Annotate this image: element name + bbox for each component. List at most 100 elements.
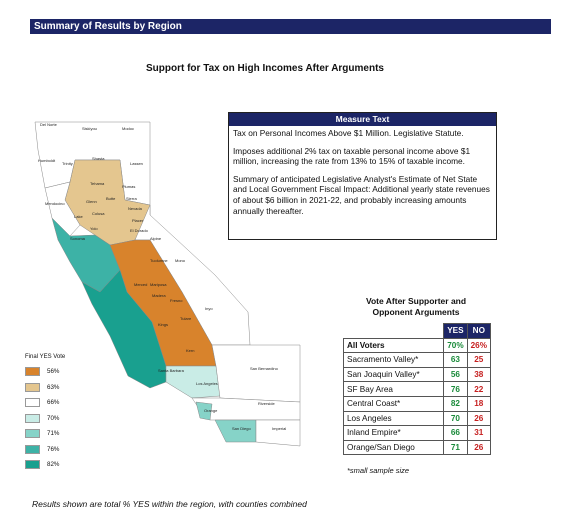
county-label: Lake bbox=[74, 214, 83, 219]
region-cell: All Voters bbox=[342, 337, 445, 354]
table-row: Inland Empire* 66 31 bbox=[342, 425, 492, 441]
yes-cell: 76 bbox=[443, 381, 468, 397]
legend-swatch bbox=[25, 398, 40, 407]
no-cell: 26 bbox=[466, 439, 492, 456]
table-row: Sacramento Valley* 63 25 bbox=[342, 352, 492, 368]
map-region bbox=[255, 419, 301, 447]
legend-label: 70% bbox=[47, 414, 60, 422]
yes-cell: 63 bbox=[443, 352, 468, 368]
county-label: Kings bbox=[158, 322, 168, 327]
table-row: SF Bay Area 76 22 bbox=[342, 381, 492, 397]
yes-cell: 82 bbox=[443, 395, 468, 412]
county-label: Mono bbox=[175, 258, 186, 263]
vote-title-line: Vote After Supporter and bbox=[365, 296, 467, 306]
table-row: Orange/San Diego 71 26 bbox=[342, 439, 492, 456]
region-cell: Los Angeles bbox=[342, 410, 445, 427]
county-label: Kern bbox=[186, 348, 194, 353]
region-cell: Sacramento Valley* bbox=[342, 352, 445, 368]
county-label: Santa Barbara bbox=[158, 368, 185, 373]
county-label: Lassen bbox=[130, 161, 143, 166]
table-row: Central Coast* 82 18 bbox=[342, 395, 492, 412]
yes-cell: 70 bbox=[443, 410, 468, 427]
vote-title: Vote After Supporter and Opponent Argumen… bbox=[340, 296, 492, 318]
county-label: Sierra bbox=[126, 196, 137, 201]
header-cell: YES bbox=[443, 323, 468, 339]
county-label: Madera bbox=[152, 293, 166, 298]
county-label: Imperial bbox=[272, 426, 286, 431]
no-cell: 26% bbox=[466, 337, 492, 354]
map-region bbox=[211, 344, 301, 403]
county-label: Butte bbox=[106, 196, 116, 201]
legend-swatch bbox=[25, 413, 40, 423]
legend-swatch bbox=[25, 382, 40, 392]
region-cell: SF Bay Area bbox=[342, 381, 445, 397]
legend-label: 76% bbox=[47, 445, 60, 453]
table-header-row: YES NO bbox=[344, 323, 492, 339]
no-cell: 38 bbox=[466, 366, 492, 383]
table-note: *small sample size bbox=[347, 466, 410, 475]
county-label: San Diego bbox=[232, 426, 251, 431]
county-label: El Dorado bbox=[130, 228, 149, 233]
legend-label: 82% bbox=[47, 461, 60, 468]
county-label: Glenn bbox=[86, 199, 97, 204]
county-label: Shasta bbox=[92, 156, 105, 161]
yes-cell: 71 bbox=[443, 439, 468, 456]
map-region bbox=[195, 401, 213, 421]
county-label: Humboldt bbox=[38, 158, 56, 163]
county-label: Orange bbox=[204, 408, 218, 413]
county-label: Del Norte bbox=[40, 122, 58, 127]
county-label: Tulare bbox=[180, 316, 192, 321]
county-label: Tuolumne bbox=[150, 258, 168, 263]
table-row: San Joaquin Valley* 56 38 bbox=[342, 366, 492, 383]
county-label: Merced bbox=[134, 282, 147, 287]
measure-heading: Measure Text bbox=[229, 113, 496, 126]
region-cell: Orange/San Diego bbox=[342, 439, 445, 456]
county-label: Sonoma bbox=[70, 236, 86, 241]
yes-cell: 56 bbox=[443, 366, 468, 383]
county-label: Modoc bbox=[122, 126, 134, 131]
legend-swatch bbox=[25, 444, 40, 454]
vote-table: YES NO All Voters 70% 26% Sacramento Valley* 6… bbox=[342, 323, 492, 456]
county-label: Placer bbox=[132, 218, 144, 223]
county-label: Yolo bbox=[90, 226, 98, 231]
legend-label: 56% bbox=[47, 368, 60, 375]
header-cell: NO bbox=[466, 323, 492, 339]
page-title: Support for Tax on High Incomes After Ar… bbox=[146, 63, 384, 74]
region-cell: Central Coast* bbox=[342, 395, 445, 412]
county-label: Colusa bbox=[92, 211, 105, 216]
county-label: Trinity bbox=[62, 161, 73, 166]
county-label: Riverside bbox=[258, 401, 275, 406]
measure-box: Measure Text Tax on Personal Incomes Abo… bbox=[228, 112, 497, 240]
map: Del Norte Siskiyou Modoc Humboldt Trinity Sha… bbox=[34, 121, 301, 447]
table-row: Los Angeles 70 26 bbox=[342, 410, 492, 427]
table-row: All Voters 70% 26% bbox=[342, 337, 492, 354]
county-label: Mendocino bbox=[45, 201, 65, 206]
legend-swatch bbox=[25, 429, 40, 438]
county-label: San Bernardino bbox=[250, 366, 279, 371]
legend-label: 71% bbox=[47, 430, 60, 437]
map-region bbox=[165, 365, 221, 399]
county-label: Plumas bbox=[122, 184, 135, 189]
legend-label: 63% bbox=[47, 383, 60, 391]
footnote: Results shown are total % YES within the… bbox=[32, 499, 307, 509]
no-cell: 22 bbox=[466, 381, 492, 397]
county-label: Nevada bbox=[128, 206, 143, 211]
region-cell: San Joaquin Valley* bbox=[342, 366, 445, 383]
measure-paragraph: Imposes additional 2% tax on taxable per… bbox=[233, 145, 471, 167]
legend-swatch bbox=[25, 460, 40, 469]
no-cell: 31 bbox=[466, 425, 492, 441]
region-cell: Inland Empire* bbox=[342, 425, 445, 441]
legend-title: Final YES Vote bbox=[25, 354, 66, 360]
county-label: Fresno bbox=[170, 298, 183, 303]
yes-cell: 66 bbox=[443, 425, 468, 441]
vote-title-line: Opponent Arguments bbox=[372, 307, 460, 317]
legend-label: 66% bbox=[47, 399, 60, 406]
county-label: Alpine bbox=[150, 236, 162, 241]
measure-paragraph: Summary of anticipated Legislative Analy… bbox=[233, 173, 490, 216]
header-cell bbox=[344, 324, 444, 339]
no-cell: 25 bbox=[466, 352, 492, 368]
county-label: Mariposa bbox=[150, 282, 167, 287]
county-label: Tehama bbox=[90, 181, 105, 186]
county-label: Los Angeles bbox=[196, 381, 218, 386]
